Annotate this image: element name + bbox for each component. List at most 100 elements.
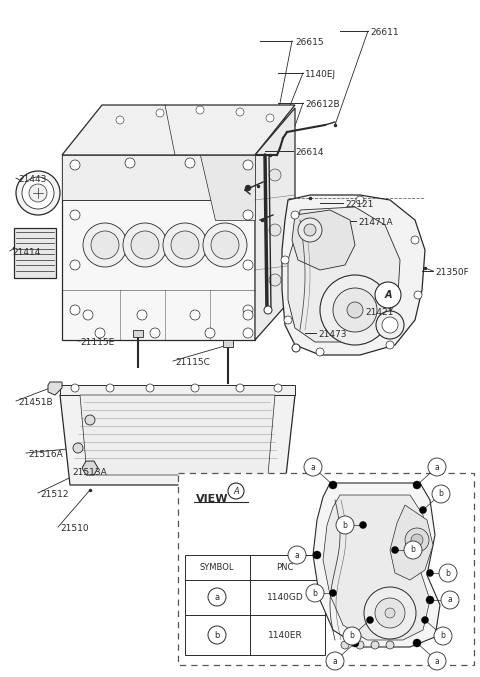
Text: a: a: [434, 657, 439, 665]
Circle shape: [341, 641, 349, 649]
Text: 21516A: 21516A: [28, 450, 63, 459]
Polygon shape: [82, 461, 98, 475]
Circle shape: [191, 384, 199, 392]
Circle shape: [313, 551, 321, 559]
Text: a: a: [333, 657, 337, 665]
Text: a: a: [311, 462, 315, 471]
Circle shape: [205, 328, 215, 338]
Text: 21421: 21421: [365, 308, 394, 317]
Circle shape: [131, 231, 159, 259]
Circle shape: [95, 328, 105, 338]
Circle shape: [420, 506, 427, 513]
Circle shape: [392, 546, 398, 554]
Circle shape: [413, 481, 421, 489]
Circle shape: [208, 626, 226, 644]
Circle shape: [351, 639, 359, 647]
Text: 21350F: 21350F: [435, 268, 469, 277]
Circle shape: [411, 236, 419, 244]
Circle shape: [356, 641, 364, 649]
Text: b: b: [343, 521, 348, 529]
Circle shape: [274, 384, 282, 392]
Polygon shape: [390, 505, 433, 580]
Circle shape: [320, 275, 390, 345]
Circle shape: [343, 627, 361, 645]
Circle shape: [70, 160, 80, 170]
Circle shape: [367, 617, 373, 624]
Text: 21510: 21510: [60, 524, 89, 533]
Circle shape: [411, 534, 423, 546]
Circle shape: [376, 311, 404, 339]
Circle shape: [269, 224, 281, 236]
Circle shape: [356, 196, 364, 204]
Circle shape: [432, 485, 450, 503]
Polygon shape: [48, 382, 62, 395]
Polygon shape: [80, 395, 275, 475]
Circle shape: [83, 310, 93, 320]
Circle shape: [439, 564, 457, 582]
Circle shape: [70, 305, 80, 315]
Circle shape: [245, 185, 251, 191]
Circle shape: [269, 274, 281, 286]
Text: a: a: [215, 592, 219, 601]
Circle shape: [70, 260, 80, 270]
Polygon shape: [313, 483, 440, 647]
Polygon shape: [255, 108, 295, 340]
Circle shape: [116, 116, 124, 124]
Circle shape: [326, 652, 344, 670]
Circle shape: [316, 348, 324, 356]
Text: 1140EJ: 1140EJ: [305, 70, 336, 79]
Text: a: a: [434, 462, 439, 471]
Circle shape: [203, 223, 247, 267]
Circle shape: [16, 171, 60, 215]
Circle shape: [298, 218, 322, 242]
Text: b: b: [439, 489, 444, 498]
Polygon shape: [200, 155, 255, 220]
Text: 21473: 21473: [318, 330, 347, 339]
Circle shape: [243, 210, 253, 220]
Text: 1140ER: 1140ER: [268, 630, 302, 640]
Circle shape: [243, 305, 253, 315]
Circle shape: [236, 108, 244, 116]
Bar: [133, 330, 143, 337]
Circle shape: [269, 169, 281, 181]
Circle shape: [106, 384, 114, 392]
Circle shape: [292, 344, 300, 352]
Circle shape: [264, 306, 272, 314]
Circle shape: [375, 598, 405, 628]
Circle shape: [123, 223, 167, 267]
Circle shape: [281, 256, 289, 264]
Circle shape: [171, 231, 199, 259]
Circle shape: [29, 184, 47, 202]
Circle shape: [70, 210, 80, 220]
Text: 21512: 21512: [40, 490, 69, 499]
Polygon shape: [60, 385, 295, 395]
Circle shape: [85, 415, 95, 425]
Circle shape: [137, 310, 147, 320]
Circle shape: [163, 223, 207, 267]
Circle shape: [288, 546, 306, 564]
Circle shape: [146, 384, 154, 392]
Circle shape: [228, 483, 244, 499]
Text: PNC: PNC: [276, 563, 294, 571]
Circle shape: [150, 328, 160, 338]
Polygon shape: [62, 155, 255, 340]
Circle shape: [196, 106, 204, 114]
Circle shape: [185, 158, 195, 168]
Bar: [178, 473, 474, 665]
Text: b: b: [312, 588, 317, 598]
Polygon shape: [282, 195, 425, 355]
Text: A: A: [233, 487, 239, 496]
Text: A: A: [384, 290, 392, 300]
Circle shape: [304, 458, 322, 476]
Circle shape: [426, 596, 434, 604]
Circle shape: [236, 384, 244, 392]
Circle shape: [304, 224, 316, 236]
Text: 26615: 26615: [295, 38, 324, 47]
Polygon shape: [62, 155, 255, 200]
Circle shape: [414, 291, 422, 299]
Text: b: b: [410, 546, 415, 554]
Circle shape: [208, 588, 226, 606]
Text: VIEW: VIEW: [196, 494, 228, 504]
Circle shape: [336, 516, 354, 534]
Bar: [185, 555, 325, 655]
